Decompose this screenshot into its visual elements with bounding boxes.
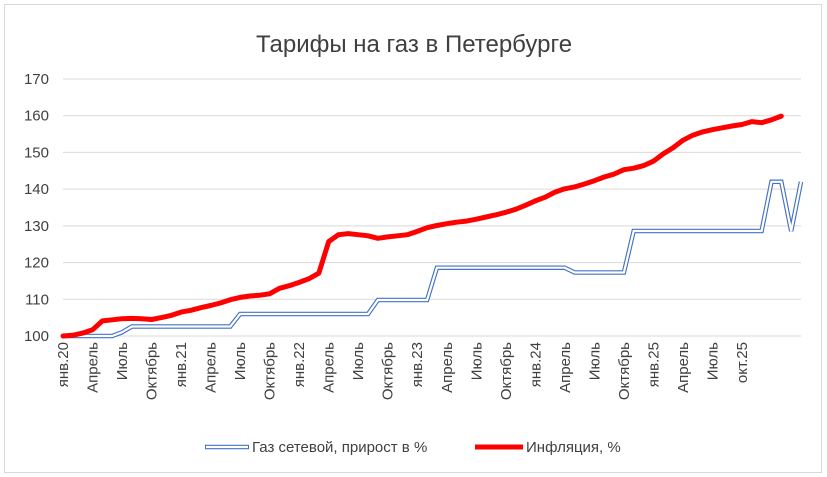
series-inflation-line (60, 113, 784, 339)
series-gas-line-inner (63, 180, 803, 338)
x-tick-label: янв.24 (527, 342, 544, 387)
y-tick-label: 160 (24, 108, 49, 125)
x-tick-label: Июль (586, 342, 603, 380)
gridlines (63, 78, 801, 337)
x-tick-label: Октябрь (616, 342, 633, 400)
y-tick-label: 170 (24, 71, 49, 88)
line-chart: Тарифы на газ в Петербурге 1001101201301… (24, 31, 804, 456)
legend-inflation-label: Инфляция, % (526, 439, 621, 456)
x-tick-label: Июль (468, 342, 485, 380)
x-tick-label: окт.25 (734, 342, 751, 383)
x-tick-label: Июль (704, 342, 721, 380)
x-tick-label: Апрель (675, 342, 692, 393)
chart-title: Тарифы на газ в Петербурге (256, 31, 572, 58)
y-tick-label: 130 (24, 218, 49, 235)
y-tick-label: 110 (25, 291, 49, 308)
y-axis-ticks: 100 110 120 130 140 150 160 170 (24, 71, 49, 345)
x-tick-label: Апрель (85, 342, 102, 393)
y-tick-label: 120 (24, 255, 49, 272)
x-tick-label: Июль (232, 342, 249, 380)
y-tick-label: 140 (24, 181, 49, 198)
x-tick-label: Октябрь (498, 342, 515, 400)
legend: Газ сетевой, прирост в % Инфляция, % (205, 439, 621, 456)
y-tick-label: 150 (24, 144, 49, 161)
x-tick-label: янв.25 (645, 342, 662, 387)
x-tick-label: янв.21 (173, 342, 190, 387)
x-tick-label: янв.22 (291, 342, 308, 387)
x-tick-label: Октябрь (144, 342, 161, 400)
x-axis-ticks: янв.20 Апрель Июль Октябрь янв.21 Апрель Июль О… (55, 342, 751, 400)
x-tick-label: Апрель (203, 342, 220, 393)
x-tick-label: Апрель (557, 342, 574, 393)
x-tick-label: Апрель (439, 342, 456, 393)
x-tick-label: Октябрь (380, 342, 397, 400)
x-tick-label: Апрель (321, 342, 338, 393)
x-tick-label: Июль (114, 342, 131, 380)
y-tick-label: 100 (24, 328, 49, 345)
legend-gas-label: Газ сетевой, прирост в % (252, 439, 427, 456)
x-tick-label: янв.23 (409, 342, 426, 387)
x-tick-label: Июль (350, 342, 367, 380)
series-lines (60, 113, 804, 339)
x-tick-label: янв.20 (55, 342, 72, 387)
x-tick-label: Октябрь (262, 342, 279, 400)
chart-frame: Тарифы на газ в Петербурге 100 110 120 130 1… (4, 4, 822, 473)
